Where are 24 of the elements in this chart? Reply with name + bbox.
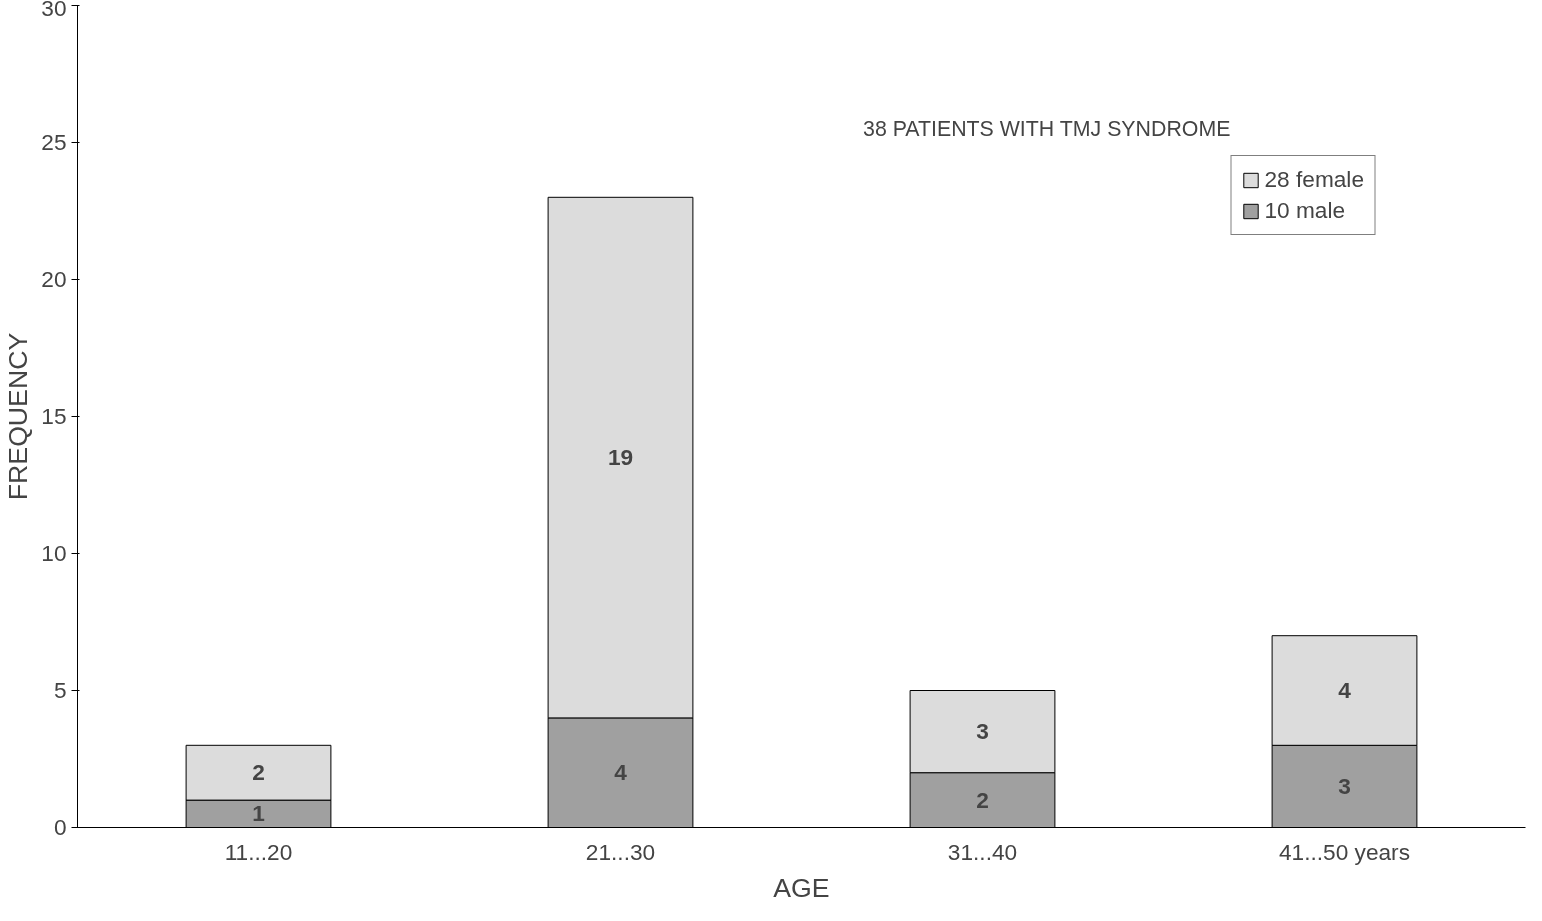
data-label: 4 bbox=[1338, 677, 1352, 703]
data-label: 1 bbox=[252, 800, 265, 827]
x-axis-title: AGE bbox=[773, 872, 830, 903]
legend-label: 10 male bbox=[1264, 197, 1346, 224]
text: 38 PATIENTS WITH TMJ SYNDROME bbox=[863, 116, 1231, 141]
y-tick-label: 5 bbox=[53, 677, 67, 703]
y-tick-label: 20 bbox=[41, 266, 67, 292]
legend-label: 28 female bbox=[1264, 166, 1364, 193]
x-tick-label: 21...30 bbox=[585, 838, 656, 865]
data-label: 4 bbox=[614, 759, 628, 786]
y-tick-label: 0 bbox=[53, 814, 67, 840]
data-label: 3 bbox=[1338, 772, 1351, 799]
x-tick-label: 31...40 bbox=[947, 838, 1018, 865]
y-tick-label: 30 bbox=[41, 0, 67, 21]
x-tick-label: 41...50 years bbox=[1279, 838, 1410, 865]
data-label: 19 bbox=[607, 444, 634, 471]
data-label: 3 bbox=[976, 718, 989, 745]
y-tick-label: 15 bbox=[41, 403, 67, 429]
y-axis-title: FREQUENCY bbox=[3, 332, 34, 501]
x-tick-label: 11...20 bbox=[224, 838, 293, 865]
data-label: 2 bbox=[252, 759, 265, 786]
y-tick-label: 25 bbox=[41, 129, 67, 155]
data-label: 2 bbox=[976, 786, 989, 813]
y-tick-label: 10 bbox=[41, 540, 67, 566]
